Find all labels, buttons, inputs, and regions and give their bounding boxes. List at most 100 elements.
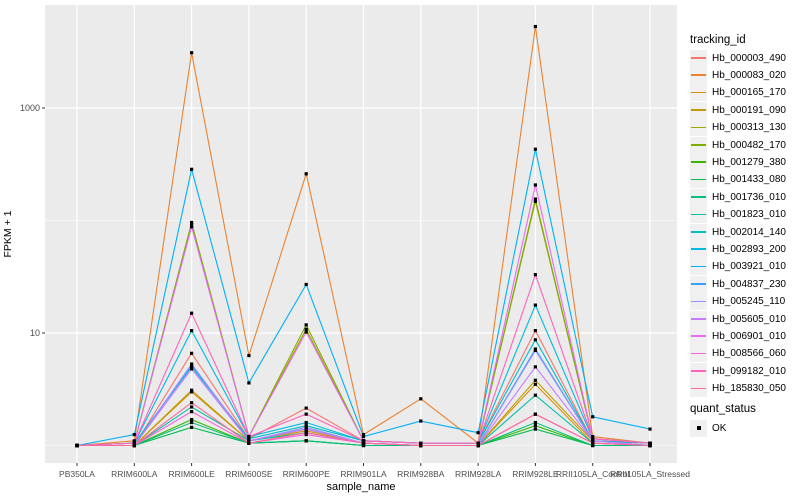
legend-item-Hb_001736_010: Hb_001736_010: [690, 188, 786, 206]
x-tick-label-RRII105LA_Control: RRII105LA_Control: [555, 469, 630, 479]
legend-item-label: Hb_000083_020: [712, 69, 786, 81]
data-point: [304, 439, 308, 443]
data-point: [190, 367, 194, 371]
legend-line-icon: [691, 178, 706, 181]
data-point: [361, 432, 366, 437]
legend-line-icon: [691, 196, 706, 198]
legend-key-swatch-icon: [690, 49, 707, 67]
data-point: [419, 397, 423, 401]
data-point: [190, 410, 194, 414]
x-tick-label-RRIM928BA: RRIM928BA: [397, 469, 445, 479]
x-tick-label-RRIM600PE: RRIM600PE: [282, 469, 330, 479]
data-point: [533, 273, 537, 277]
data-point: [533, 24, 537, 29]
data-point: [75, 443, 79, 448]
data-point: [533, 303, 537, 307]
legend-line-icon: [691, 57, 706, 59]
data-point: [591, 437, 595, 441]
data-point: [533, 183, 537, 187]
data-point: [247, 437, 251, 441]
data-point: [533, 147, 537, 151]
data-point: [304, 432, 308, 437]
legend-line-icon: [691, 109, 706, 111]
legend-line-icon: [691, 144, 706, 146]
data-point: [591, 434, 595, 439]
legend-key-swatch-icon: [690, 206, 707, 224]
data-point: [190, 388, 194, 392]
legend-item-Hb_004837_230: Hb_004837_230: [690, 275, 786, 293]
data-point: [361, 441, 366, 445]
legend-key-swatch-icon: [690, 362, 707, 380]
x-tick-label-RRIM600LE: RRIM600LE: [168, 469, 215, 479]
data-point: [190, 365, 194, 369]
legend-key-swatch-icon: [690, 310, 707, 328]
legend-item-Hb_005605_010: Hb_005605_010: [690, 310, 786, 328]
data-point: [190, 222, 194, 227]
legend-item-label: Hb_005605_010: [712, 313, 786, 325]
data-point: [476, 431, 480, 435]
legend-item-Hb_001823_010: Hb_001823_010: [690, 206, 786, 224]
data-point: [533, 197, 537, 201]
data-point: [190, 311, 194, 315]
data-point: [648, 441, 652, 445]
data-point: [190, 220, 194, 225]
legend-key-swatch-icon: [690, 188, 707, 206]
legend-item-label: Hb_000482_170: [712, 139, 786, 151]
legend-item-Hb_099182_010: Hb_099182_010: [690, 362, 786, 380]
data-point: [190, 225, 194, 229]
legend-item-Hb_000482_170: Hb_000482_170: [690, 136, 786, 154]
x-axis-title: sample_name: [326, 481, 396, 493]
legend-line-icon: [691, 300, 706, 303]
data-point: [304, 424, 308, 428]
data-point: [190, 51, 194, 55]
legend-item-label: Hb_000191_090: [712, 104, 786, 116]
data-point: [132, 441, 136, 445]
legend-item-label: Hb_004837_230: [712, 278, 786, 290]
data-point: [132, 443, 136, 448]
legend-item-Hb_003921_010: Hb_003921_010: [690, 258, 786, 276]
data-point: [190, 167, 194, 171]
legend-item-label: Hb_002893_200: [712, 243, 786, 255]
legend-key-swatch-icon: [690, 101, 707, 119]
legend-item-Hb_001279_380: Hb_001279_380: [690, 153, 786, 171]
legend-line-icon: [691, 231, 706, 233]
data-point: [533, 393, 537, 397]
data-point: [132, 439, 136, 443]
legend-key-swatch-icon: [690, 66, 707, 84]
legend-title-quant: quant_status: [690, 403, 756, 415]
data-point: [190, 417, 194, 422]
data-point: [304, 431, 308, 435]
legend-item-label: Hb_000313_130: [712, 122, 786, 134]
data-point: [533, 348, 537, 353]
legend-key-swatch-icon: [690, 275, 707, 293]
data-point: [591, 415, 595, 419]
data-point: [419, 443, 423, 448]
legend-item-label: Hb_008566_060: [712, 348, 786, 360]
x-tick-label-RRII105LA_Stressed: RRII105LA_Stressed: [610, 469, 690, 479]
plot-panel: [45, 5, 677, 463]
y-tick-label-10: 10: [29, 327, 40, 338]
legend-item-label: Hb_000003_490: [712, 52, 786, 64]
legend-key-swatch-icon: [690, 240, 707, 258]
legend-line-icon: [691, 352, 706, 355]
data-point: [476, 441, 480, 445]
legend-item-Hb_000165_170: Hb_000165_170: [690, 84, 786, 102]
data-point: [361, 439, 366, 443]
legend-item-Hb_000003_490: Hb_000003_490: [690, 49, 786, 67]
data-point: [304, 327, 308, 331]
data-point: [533, 424, 537, 428]
legend-item-Hb_002893_200: Hb_002893_200: [690, 240, 786, 258]
data-point: [591, 443, 595, 448]
legend-key-swatch-icon: [690, 153, 707, 171]
data-point: [361, 434, 366, 439]
legend-item-quant-OK: OK: [690, 419, 726, 437]
legend-key-swatch-icon: [690, 327, 707, 345]
data-point: [247, 439, 251, 443]
legend-key-swatch-icon: [690, 119, 707, 137]
data-points: [75, 24, 652, 448]
legend-item-Hb_006901_010: Hb_006901_010: [690, 327, 786, 345]
legend-key-swatch-icon: [690, 171, 707, 189]
x-tick-label-RRIM600SE: RRIM600SE: [225, 469, 273, 479]
data-point: [533, 382, 537, 386]
